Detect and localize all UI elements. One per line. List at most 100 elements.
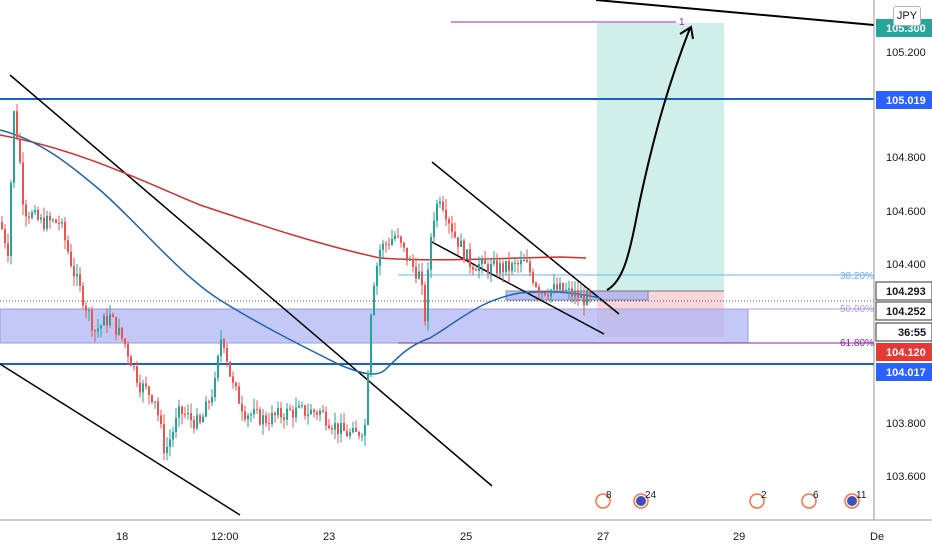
candle-body — [157, 401, 159, 416]
candle-body — [448, 219, 450, 224]
price-axis[interactable]: 105.200 104.800 104.600 104.400 103.800 … — [873, 0, 932, 520]
long-position-target-zone[interactable] — [597, 23, 724, 291]
candle-body — [436, 203, 438, 221]
fib-618-label: 61.80% — [840, 338, 874, 349]
candle-body — [310, 409, 312, 415]
candle-body — [382, 243, 384, 250]
candle-body — [586, 291, 588, 306]
candle-body — [589, 291, 591, 296]
candle-body — [433, 220, 435, 238]
candle-body — [475, 269, 477, 271]
candle-body — [142, 383, 144, 393]
candle-body — [241, 403, 243, 412]
candle-body — [367, 373, 369, 425]
candle-body — [25, 204, 27, 217]
candle-body — [358, 432, 360, 436]
candle-body — [112, 314, 114, 317]
candle-body — [487, 264, 489, 274]
candle-body — [34, 209, 36, 213]
candle-body — [580, 294, 582, 298]
candle-body — [409, 259, 411, 261]
candle-body — [19, 138, 21, 163]
candle-body — [262, 415, 264, 425]
candle-body — [247, 415, 249, 420]
candle-body — [235, 382, 237, 387]
svg-text:8: 8 — [606, 490, 612, 501]
candle-body — [16, 111, 18, 139]
candle-body — [49, 215, 51, 221]
x-tick-label: 12:00 — [211, 531, 239, 543]
candle-body — [160, 415, 162, 425]
candle-body — [490, 263, 492, 274]
candle-body — [94, 330, 96, 332]
candle-body — [109, 314, 111, 326]
event-marker[interactable]: 8 — [595, 490, 612, 509]
candle-body — [559, 283, 561, 290]
x-tick-label: De — [870, 531, 884, 543]
candle-body — [286, 408, 288, 420]
candle-body — [532, 272, 534, 283]
svg-text:36:55: 36:55 — [898, 327, 926, 339]
candle-body — [337, 423, 339, 435]
candle-body — [568, 288, 570, 290]
candle-body — [40, 217, 42, 220]
candle-body — [121, 327, 123, 339]
candle-body — [283, 417, 285, 420]
candle-body — [85, 305, 87, 311]
x-tick-label: 25 — [460, 531, 472, 543]
candle-body — [430, 237, 432, 270]
candle-body — [28, 216, 30, 218]
candle-body — [481, 258, 483, 265]
candle-body — [43, 217, 45, 229]
candle-body — [523, 260, 525, 262]
svg-text:2: 2 — [761, 490, 767, 501]
candle-body — [316, 412, 318, 415]
candle-body — [268, 423, 270, 425]
time-axis[interactable]: 18 12:00 23 25 27 29 De — [0, 519, 932, 550]
candle-body — [130, 356, 132, 367]
candle-body — [412, 259, 414, 267]
candle-body — [238, 386, 240, 404]
trendline-top — [595, 0, 875, 26]
projection-arrowhead — [679, 25, 694, 40]
price-tag-104017 — [876, 363, 932, 381]
candle-body — [403, 242, 405, 248]
candle-body — [304, 405, 306, 416]
candle-body — [70, 251, 72, 267]
candle-body — [400, 236, 402, 243]
candle-body — [421, 271, 423, 285]
candle-body — [259, 409, 261, 425]
candlestick-series — [1, 103, 591, 461]
candle-body — [418, 271, 420, 279]
x-tick-label: 27 — [597, 531, 609, 543]
event-marker-flag[interactable]: 11 — [844, 490, 867, 509]
candle-body — [115, 316, 117, 335]
event-marker-flag[interactable]: 24 — [633, 490, 657, 509]
event-marker[interactable]: 6 — [801, 490, 819, 509]
candle-body — [292, 409, 294, 418]
trendline-channel-2 — [0, 363, 241, 516]
candle-body — [562, 283, 564, 292]
svg-text:105.019: 105.019 — [886, 95, 926, 107]
event-marker[interactable]: 2 — [749, 490, 767, 509]
candle-body — [88, 310, 90, 312]
svg-text:104.252: 104.252 — [886, 306, 926, 318]
candle-body — [469, 249, 471, 268]
candle-body — [457, 237, 459, 247]
candle-body — [511, 263, 513, 272]
currency-badge[interactable]: JPY — [893, 6, 921, 26]
candle-body — [352, 428, 354, 433]
price-tag-104293 — [875, 281, 932, 301]
candle-body — [169, 439, 171, 447]
candle-body — [124, 338, 126, 345]
candle-body — [553, 284, 555, 290]
candle-body — [445, 209, 447, 220]
candle-body — [535, 282, 537, 287]
candle-body — [454, 231, 456, 238]
candle-body — [118, 327, 120, 335]
candle-body — [217, 356, 219, 378]
candle-body — [427, 269, 429, 322]
candle-body — [496, 260, 498, 274]
candle-body — [289, 408, 291, 410]
